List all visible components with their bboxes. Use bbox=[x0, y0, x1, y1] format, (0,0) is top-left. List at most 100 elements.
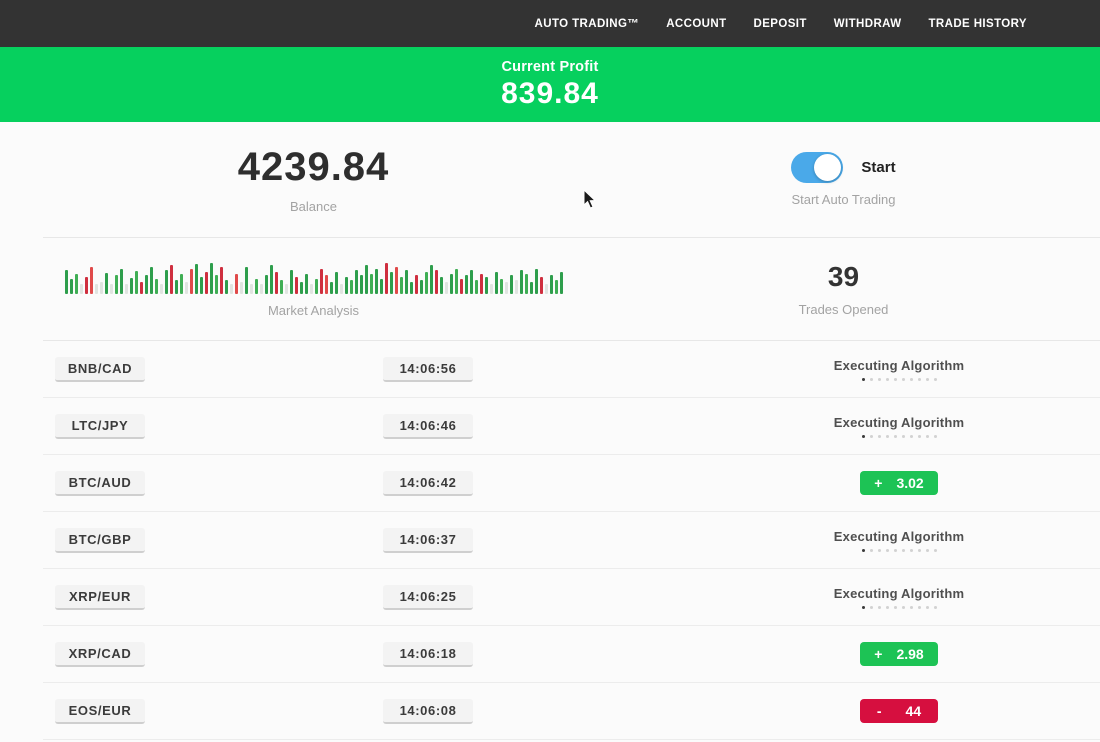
progress-dot bbox=[893, 605, 897, 609]
market-analysis-row: Market Analysis 39 Trades Opened bbox=[0, 238, 1100, 340]
chart-bar bbox=[264, 275, 268, 294]
progress-dot bbox=[869, 434, 873, 438]
top-navbar: AUTO TRADING™ ACCOUNT DEPOSIT WITHDRAW TRADE… bbox=[0, 0, 1100, 47]
balance-section: 4239.84 Balance bbox=[0, 122, 627, 237]
trade-status-cell: Executing Algorithm bbox=[623, 415, 1100, 438]
pair-badge: EOS/EUR bbox=[55, 698, 145, 724]
trade-row: BTC/GBP 14:06:37 Executing Algorithm bbox=[43, 512, 1100, 569]
progress-dot bbox=[909, 548, 913, 552]
chart-bar bbox=[494, 271, 498, 294]
nav-item-deposit[interactable]: DEPOSIT bbox=[753, 17, 807, 30]
chart-bar bbox=[194, 264, 198, 294]
market-analysis-section: Market Analysis bbox=[0, 238, 627, 340]
chart-bar bbox=[454, 268, 458, 294]
chart-bar bbox=[344, 277, 348, 294]
progress-dot bbox=[925, 548, 929, 552]
chart-bar bbox=[144, 275, 148, 294]
chart-bar bbox=[99, 282, 103, 294]
chart-bar bbox=[399, 277, 403, 294]
chart-bar bbox=[74, 274, 78, 294]
progress-dot bbox=[901, 548, 905, 552]
time-badge: 14:06:25 bbox=[383, 584, 473, 610]
nav-item-trade-history[interactable]: TRADE HISTORY bbox=[928, 17, 1027, 30]
pair-badge: LTC/JPY bbox=[55, 413, 145, 439]
chart-bar bbox=[189, 268, 193, 294]
balance-and-toggle-row: 4239.84 Balance Start Start Auto Trading bbox=[0, 122, 1100, 237]
section-divider-1 bbox=[43, 237, 1100, 238]
progress-dot bbox=[901, 434, 905, 438]
progress-dots bbox=[861, 605, 937, 609]
chart-bar bbox=[279, 280, 283, 294]
profit-badge: +2.98 bbox=[860, 642, 938, 666]
progress-dots bbox=[861, 377, 937, 381]
progress-dot bbox=[877, 548, 881, 552]
trade-row: BTC/AUD 14:06:42 +3.02 bbox=[43, 455, 1100, 512]
trades-opened-section: 39 Trades Opened bbox=[627, 238, 1100, 340]
chart-bar bbox=[429, 265, 433, 294]
chart-bar bbox=[554, 280, 558, 294]
progress-dot bbox=[917, 434, 921, 438]
time-badge: 14:06:08 bbox=[383, 698, 473, 724]
progress-dot bbox=[901, 605, 905, 609]
progress-dot bbox=[861, 434, 865, 438]
pair-badge: BTC/GBP bbox=[55, 527, 145, 553]
executing-algorithm-label: Executing Algorithm bbox=[833, 414, 965, 430]
chart-bar bbox=[339, 283, 343, 294]
progress-dot bbox=[917, 548, 921, 552]
toggle-knob bbox=[814, 154, 842, 181]
chart-bar bbox=[84, 277, 88, 294]
chart-bar bbox=[269, 265, 273, 294]
chart-bar bbox=[289, 270, 293, 294]
progress-dot bbox=[869, 605, 873, 609]
chart-bar bbox=[359, 275, 363, 294]
chart-bar bbox=[424, 271, 428, 294]
progress-dot bbox=[909, 434, 913, 438]
chart-bar bbox=[559, 271, 563, 294]
nav-item-auto-trading[interactable]: AUTO TRADING™ bbox=[534, 17, 640, 30]
pair-badge: XRP/CAD bbox=[55, 641, 145, 667]
result-amount: 3.02 bbox=[896, 475, 924, 491]
chart-bar bbox=[94, 284, 98, 294]
chart-bar bbox=[349, 280, 353, 294]
nav-item-withdraw[interactable]: WITHDRAW bbox=[833, 17, 902, 30]
chart-bar bbox=[214, 275, 218, 294]
chart-bar bbox=[499, 278, 503, 294]
progress-dots bbox=[861, 548, 937, 552]
balance-label: Balance bbox=[290, 199, 337, 214]
progress-dot bbox=[917, 377, 921, 381]
progress-dot bbox=[877, 434, 881, 438]
auto-trading-section: Start Start Auto Trading bbox=[627, 122, 1100, 237]
chart-bar bbox=[89, 267, 93, 294]
trade-row: XRP/EUR 14:06:25 Executing Algorithm bbox=[43, 569, 1100, 626]
chart-bar bbox=[394, 266, 398, 294]
auto-trading-toggle[interactable] bbox=[791, 152, 844, 183]
progress-dot bbox=[885, 605, 889, 609]
chart-bar bbox=[514, 280, 518, 294]
result-amount: 44 bbox=[905, 703, 922, 719]
pair-badge: XRP/EUR bbox=[55, 584, 145, 610]
chart-bar bbox=[329, 282, 333, 294]
progress-dot bbox=[861, 548, 865, 552]
loss-badge: - 44 bbox=[860, 699, 938, 723]
progress-dot bbox=[885, 548, 889, 552]
chart-bar bbox=[309, 283, 313, 294]
chart-bar bbox=[414, 275, 418, 294]
progress-dot bbox=[925, 377, 929, 381]
chart-bar bbox=[369, 273, 373, 294]
chart-bar bbox=[249, 284, 253, 294]
current-profit-value: 839.84 bbox=[501, 76, 599, 110]
progress-dot bbox=[933, 377, 937, 381]
trade-status-cell: Executing Algorithm bbox=[623, 358, 1100, 381]
chart-bar bbox=[184, 282, 188, 294]
result-sign: + bbox=[874, 646, 883, 662]
chart-bar bbox=[489, 283, 493, 294]
progress-dot bbox=[917, 605, 921, 609]
section-divider-2 bbox=[43, 340, 1100, 341]
trade-row: BNB/CAD 14:06:56 Executing Algorithm bbox=[43, 341, 1100, 398]
nav-item-account[interactable]: ACCOUNT bbox=[666, 17, 727, 30]
chart-bar bbox=[284, 283, 288, 294]
time-badge: 14:06:18 bbox=[383, 641, 473, 667]
chart-bar bbox=[304, 273, 308, 294]
executing-algorithm-label: Executing Algorithm bbox=[833, 357, 965, 373]
chart-bar bbox=[374, 268, 378, 294]
